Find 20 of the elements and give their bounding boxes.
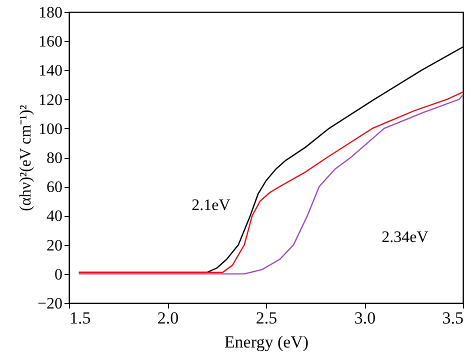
x-tick-label: 2.0 bbox=[157, 308, 179, 328]
y-tick-label: 60 bbox=[46, 179, 62, 196]
x-tick-label: 1.5 bbox=[70, 308, 91, 328]
y-tick-label: 80 bbox=[46, 150, 62, 167]
y-tick-label: 40 bbox=[46, 208, 62, 226]
y-axis-title: (αhν)²(eV cm⁻¹)² bbox=[17, 104, 34, 212]
y-tick-label: 0 bbox=[54, 266, 62, 284]
y-tick-label: 100 bbox=[38, 120, 62, 138]
x-tick-label: 3.5 bbox=[442, 308, 464, 328]
x-tick-label: 2.5 bbox=[256, 308, 278, 328]
y-tick-label: 180 bbox=[38, 4, 62, 22]
y-tick-label: 120 bbox=[38, 92, 62, 109]
annotation: 2.34eV bbox=[382, 229, 429, 246]
y-tick-label: −20 bbox=[37, 296, 62, 312]
y-tick-label: 140 bbox=[38, 62, 62, 80]
y-tick-label: 160 bbox=[38, 34, 62, 51]
annotation: 2.1eV bbox=[192, 197, 231, 214]
x-axis-title: Energy (eV) bbox=[224, 332, 309, 352]
x-tick-label: 3.0 bbox=[354, 308, 376, 328]
y-tick-label: 20 bbox=[46, 237, 62, 254]
